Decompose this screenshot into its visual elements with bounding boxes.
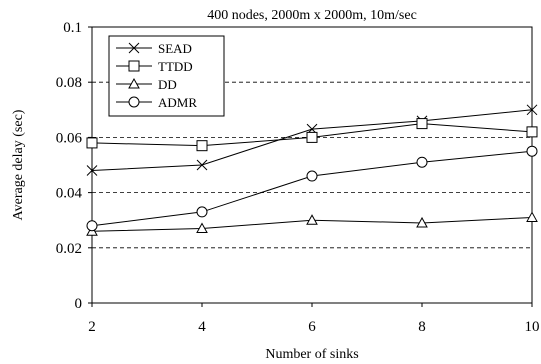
data-point	[526, 126, 538, 138]
data-point	[526, 145, 538, 157]
series-admr	[86, 145, 538, 232]
y-tick-label: 0.04	[56, 186, 83, 202]
x-tick-label: 2	[88, 319, 96, 335]
data-point	[86, 220, 98, 232]
data-point	[306, 170, 318, 182]
x-tick-label: 8	[418, 319, 426, 335]
data-point	[306, 131, 318, 143]
x-axis-label: Number of sinks	[265, 347, 358, 362]
x-tick-label: 4	[198, 319, 206, 335]
y-tick-label: 0	[75, 296, 83, 312]
legend-item-admr: ADMR	[116, 95, 197, 110]
legend-marker	[128, 77, 140, 89]
y-tick-label: 0.02	[56, 241, 82, 257]
data-point	[526, 104, 538, 116]
legend-item-sead: SEAD	[116, 41, 192, 56]
legend: SEAD TTDD DD ADMR	[108, 35, 225, 117]
data-point	[306, 214, 318, 225]
legend-box	[108, 35, 225, 117]
legend-marker	[128, 60, 140, 72]
legend-marker	[128, 96, 140, 108]
x-tick-label: 10	[525, 319, 540, 335]
data-point	[196, 159, 208, 171]
chart-title: 400 nodes, 2000m x 2000m, 10m/sec	[207, 8, 417, 23]
series-group	[86, 104, 538, 236]
series-dd	[86, 211, 538, 236]
data-point	[196, 140, 208, 152]
y-axis-label: Average delay (sec)	[11, 109, 26, 220]
data-point	[86, 165, 98, 176]
legend-label: TTDD	[158, 59, 193, 74]
data-point	[416, 118, 428, 130]
y-tick-label: 0.08	[56, 75, 82, 91]
legend-label: DD	[158, 77, 177, 92]
data-point	[526, 211, 538, 222]
legend-label: SEAD	[158, 41, 192, 56]
data-point	[416, 156, 428, 168]
y-tick-label: 0.06	[56, 130, 83, 146]
x-tick-label: 6	[308, 319, 316, 335]
legend-marker	[128, 42, 140, 54]
x-axis-ticks: 2 4 6 8 10	[88, 303, 540, 335]
y-tick-label: 0.1	[63, 20, 82, 36]
legend-label: ADMR	[158, 95, 197, 110]
legend-item-dd: DD	[116, 77, 177, 92]
series-ttdd	[86, 118, 538, 152]
data-point	[196, 206, 208, 218]
y-axis-ticks: 0 0.02 0.04 0.06 0.08 0.1	[56, 20, 92, 312]
data-point	[86, 137, 98, 149]
legend-item-ttdd: TTDD	[116, 59, 193, 74]
data-point	[416, 216, 428, 228]
data-point	[196, 222, 208, 233]
